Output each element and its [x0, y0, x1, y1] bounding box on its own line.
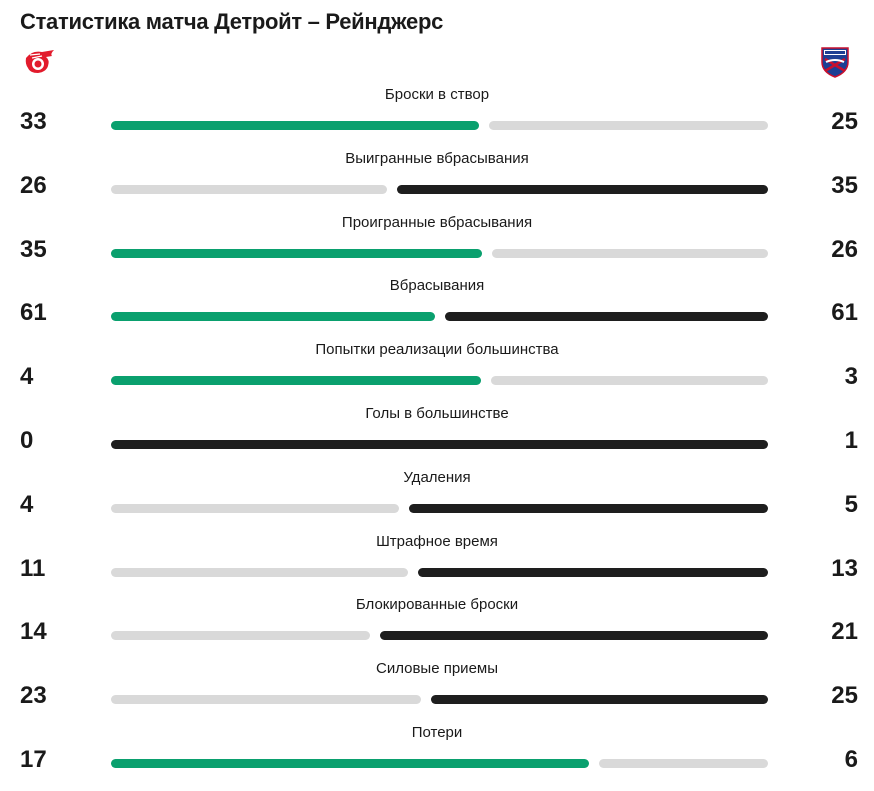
away-value: 3: [844, 363, 858, 391]
comparison-bar: [111, 631, 768, 641]
home-bar: [111, 184, 387, 194]
home-bar: [111, 567, 408, 577]
home-bar: [111, 695, 422, 705]
stat-row: Голы в большинстве 0 1: [0, 403, 874, 467]
stat-row: Блокированные броски 14 21: [0, 594, 874, 658]
stat-row: Попытки реализации большинства 4 3: [0, 339, 874, 403]
stat-row: Броски в створ 33 25: [0, 84, 874, 148]
home-value: 11: [20, 554, 46, 582]
home-bar: [111, 376, 481, 386]
stat-label: Потери: [411, 723, 463, 741]
stat-label: Голы в большинстве: [365, 404, 509, 422]
away-bar: [431, 695, 768, 705]
stat-label: Вбрасывания: [389, 277, 485, 295]
home-value: 0: [20, 426, 34, 454]
away-bar: [489, 121, 768, 130]
home-bar: [111, 312, 435, 322]
home-value: 17: [20, 745, 47, 773]
stat-label: Штрафное время: [376, 532, 498, 550]
home-bar: [111, 121, 480, 130]
away-value: 35: [831, 171, 858, 199]
stat-row: Удаления 4 5: [0, 467, 874, 531]
stat-label: Удаления: [403, 468, 471, 486]
away-bar: [408, 503, 768, 513]
detroit-red-wings-logo-icon: [20, 44, 60, 80]
stat-label: Попытки реализации большинства: [315, 341, 559, 359]
home-bar: [111, 631, 370, 641]
home-value: 61: [20, 299, 47, 327]
comparison-bar: [111, 439, 768, 449]
away-bar: [379, 631, 768, 641]
comparison-bar: [111, 248, 768, 258]
comparison-bar: [111, 567, 768, 577]
stat-row: Вбрасывания 61 61: [0, 275, 874, 339]
home-bar: [111, 758, 590, 768]
away-value: 6: [844, 745, 858, 773]
away-bar: [417, 567, 768, 577]
home-value: 23: [20, 682, 47, 710]
away-bar: [396, 184, 768, 194]
away-bar: [599, 758, 768, 768]
away-bar: [492, 248, 768, 258]
home-value: 4: [20, 490, 34, 518]
away-value: 25: [831, 682, 858, 710]
home-value: 26: [20, 171, 47, 199]
stat-row: Штрафное время 11 13: [0, 531, 874, 595]
home-value: 33: [20, 108, 47, 135]
away-value: 26: [831, 235, 858, 263]
home-value: 4: [20, 363, 34, 391]
home-bar: [111, 503, 399, 513]
away-value: 21: [831, 618, 858, 646]
away-value: 5: [844, 490, 858, 518]
comparison-bar: [111, 503, 768, 513]
stat-label: Силовые приемы: [375, 660, 498, 678]
stat-row: Потери 17 6: [0, 722, 874, 786]
away-value: 25: [831, 108, 858, 135]
stat-row: Проигранные вбрасывания 35 26: [0, 212, 874, 276]
comparison-bar: [111, 758, 768, 768]
comparison-bar: [111, 121, 768, 130]
comparison-bar: [111, 695, 768, 705]
stat-label: Броски в створ: [384, 86, 490, 103]
comparison-bar: [111, 376, 768, 386]
away-value: 61: [831, 299, 858, 327]
stat-label: Блокированные броски: [355, 596, 519, 614]
new-york-rangers-logo-icon: [815, 44, 855, 80]
comparison-bar: [111, 312, 768, 322]
stat-row: Выигранные вбрасывания 26 35: [0, 148, 874, 212]
away-bar: [111, 439, 768, 449]
home-value: 14: [20, 618, 47, 646]
away-value: 1: [844, 426, 858, 454]
stat-label: Выигранные вбрасывания: [345, 149, 529, 167]
away-bar: [490, 376, 768, 386]
stat-row: Силовые приемы 23 25: [0, 658, 874, 722]
away-value: 13: [831, 554, 858, 582]
away-bar: [444, 312, 768, 322]
comparison-bar: [111, 184, 768, 194]
home-value: 35: [20, 235, 47, 263]
page-title: Статистика матча Детройт – Рейнджерс: [20, 9, 444, 34]
match-stats-list: Броски в створ 33 25 Выигранные вбрасывания…: [0, 84, 874, 786]
stat-label: Проигранные вбрасывания: [341, 213, 533, 231]
home-bar: [111, 248, 483, 258]
